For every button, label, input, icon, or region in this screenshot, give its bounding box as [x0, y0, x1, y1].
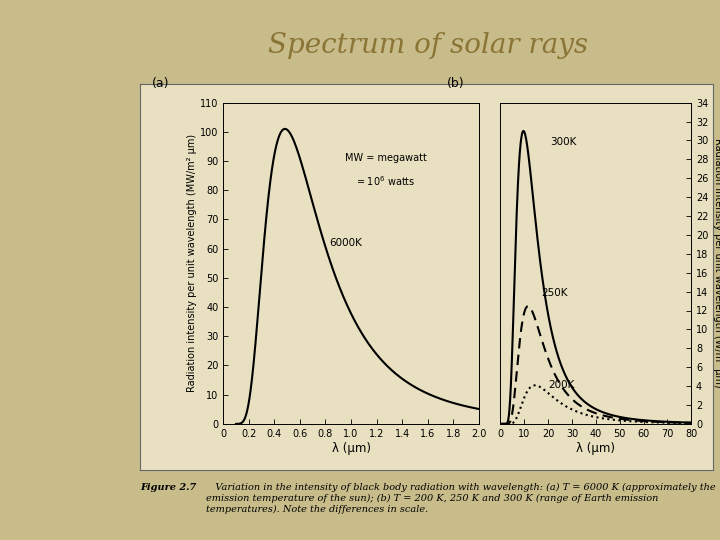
Text: (b): (b)	[447, 77, 464, 90]
Text: 300K: 300K	[551, 137, 577, 147]
Text: 200K: 200K	[548, 380, 575, 390]
X-axis label: λ (μm): λ (μm)	[331, 442, 371, 455]
Text: $= 10^6$ watts: $= 10^6$ watts	[355, 174, 415, 188]
Text: 6000K: 6000K	[329, 238, 362, 248]
Text: (a): (a)	[152, 77, 169, 90]
Text: MW = megawatt: MW = megawatt	[345, 153, 426, 163]
Text: Figure 2.7: Figure 2.7	[140, 483, 197, 492]
X-axis label: λ (μm): λ (μm)	[576, 442, 616, 455]
Text: Variation in the intensity of black body radiation with wavelength: (a) T = 6000: Variation in the intensity of black body…	[206, 483, 716, 514]
Text: 250K: 250K	[541, 288, 567, 298]
Y-axis label: Radiation intensity per unit wavelength (MW/m² μm): Radiation intensity per unit wavelength …	[187, 134, 197, 393]
Y-axis label: Radiation intensity per unit wavelength (W/m² μm): Radiation intensity per unit wavelength …	[713, 138, 720, 388]
Text: Spectrum of solar rays: Spectrum of solar rays	[269, 32, 588, 59]
